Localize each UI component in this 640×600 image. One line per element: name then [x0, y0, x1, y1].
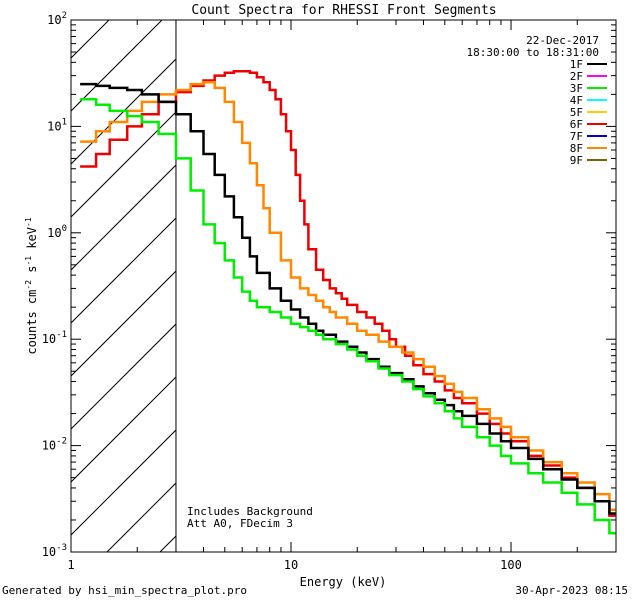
attenuator-hatch-region — [0, 0, 640, 552]
plot-frame — [70, 19, 617, 553]
y-tick-label: 10-3 — [42, 543, 67, 559]
axis-ticks: 1 10 100 10-3 10-2 10-1 100 101 102 — [42, 11, 617, 572]
y-tick-label: 102 — [47, 11, 67, 27]
hatch-line — [319, 0, 640, 552]
series-3F — [80, 97, 616, 535]
legend-label: 7F — [570, 130, 583, 143]
legend-label: 3F — [570, 82, 583, 95]
legend-label: 5F — [570, 106, 583, 119]
legend-label: 4F — [570, 94, 583, 107]
hatch-line — [159, 535, 176, 552]
y-axis-label: counts cm-2 s-1 keV-1 — [24, 217, 39, 354]
legend-label: 2F — [570, 70, 583, 83]
series-1F — [80, 82, 616, 515]
y-label-exp: -1 — [24, 217, 33, 227]
hatch-line — [71, 323, 176, 430]
hatch-line — [71, 376, 176, 483]
x-tick-label: 1 — [67, 558, 74, 572]
footer-generated-by: Generated by hsi_min_spectra_plot.pro — [2, 584, 247, 597]
x-axis-label: Energy (keV) — [300, 575, 387, 589]
hatch-line — [71, 111, 176, 218]
hatch-line — [71, 217, 176, 324]
series-6F — [80, 69, 616, 517]
legend-label: 9F — [570, 154, 583, 167]
annotation-background: Includes Background — [187, 505, 313, 518]
y-label-part: s — [25, 266, 39, 280]
x-tick-label: 10 — [284, 558, 298, 572]
legend-label: 6F — [570, 118, 583, 131]
y-tick-label: 100 — [47, 224, 67, 240]
legend-time-range: 18:30:00 to 18:31:00 — [467, 46, 599, 59]
hatch-line — [71, 429, 176, 536]
y-label-exp: -1 — [24, 256, 33, 266]
y-label-exp: -2 — [24, 280, 33, 290]
footer-timestamp: 30-Apr-2023 08:15 — [515, 584, 628, 597]
legend-date: 22-Dec-2017 — [526, 34, 599, 47]
hatch-line — [0, 0, 124, 552]
hatch-line — [71, 20, 163, 112]
chart-title: Count Spectra for RHESSI Front Segments — [191, 3, 496, 18]
y-tick-label: 10-1 — [42, 330, 67, 346]
x-tick-label: 100 — [500, 558, 522, 572]
y-label-part: counts cm — [25, 290, 39, 355]
annotation-attenuator: Att A0, FDecim 3 — [187, 517, 293, 530]
hatch-line — [71, 164, 176, 271]
hatch-line — [71, 20, 110, 59]
series-8F — [80, 80, 616, 511]
y-tick-label: 101 — [47, 117, 67, 133]
hatch-line — [71, 58, 176, 165]
legend-label: 1F — [570, 58, 583, 71]
legend-label: 8F — [570, 142, 583, 155]
y-label-part: keV — [25, 227, 39, 256]
y-tick-label: 10-2 — [42, 437, 67, 453]
spectra-series — [80, 69, 616, 535]
